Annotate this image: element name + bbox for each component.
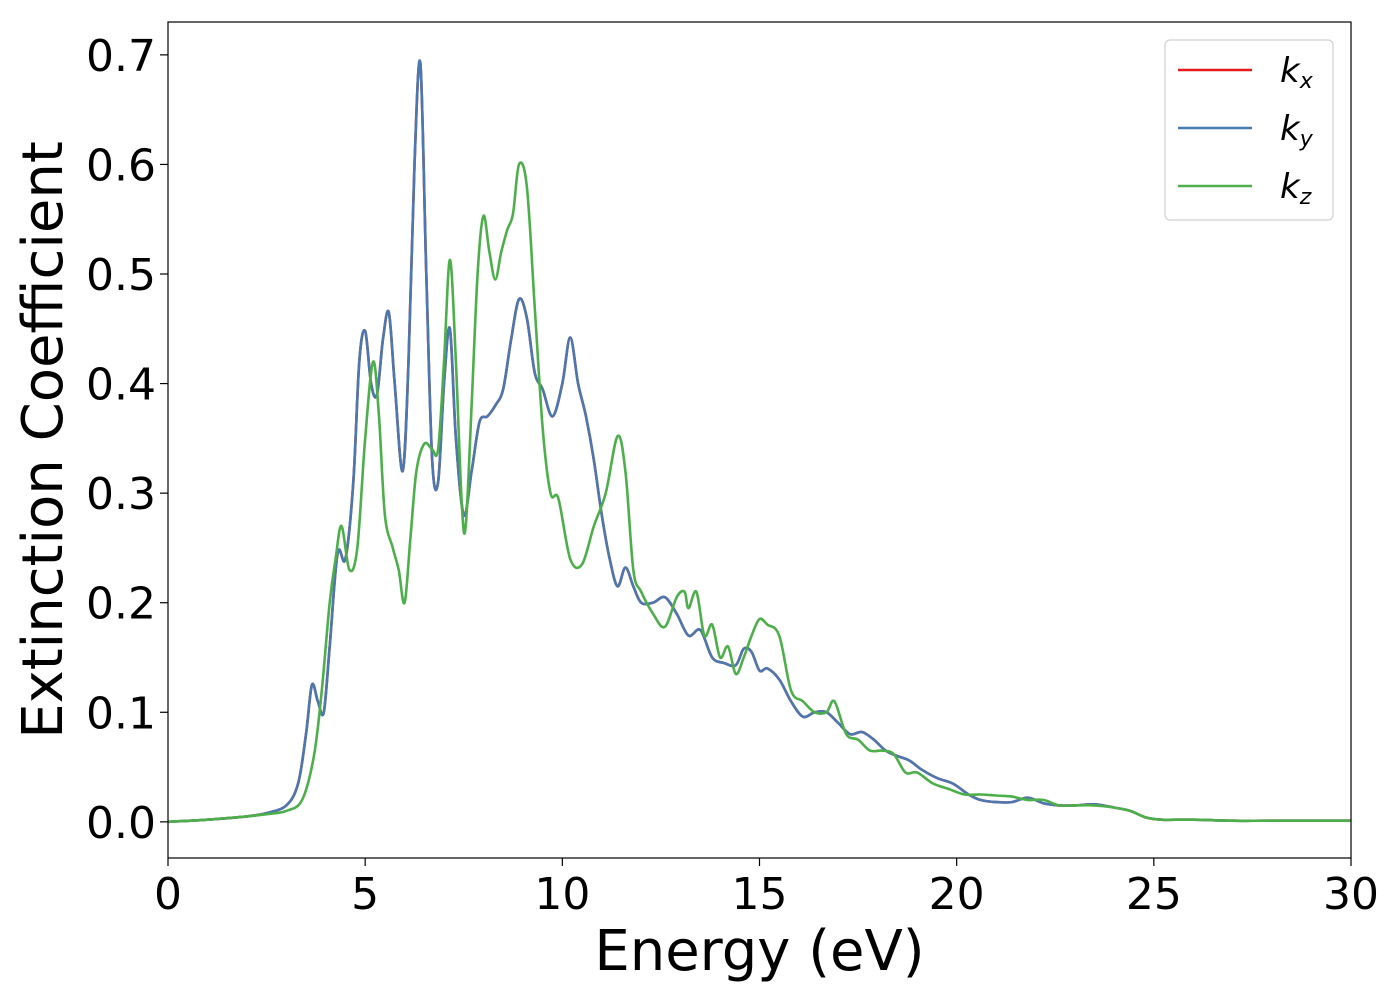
legend-box (1164, 39, 1334, 221)
legend-label-ky: ky (1280, 109, 1314, 152)
y-tick-label: 0.0 (86, 798, 156, 849)
series-layer (168, 59, 1351, 824)
y-tick-label: 0.1 (86, 688, 156, 739)
x-tick-label: 25 (1126, 869, 1182, 920)
y-tick-label: 0.4 (86, 360, 156, 411)
y-axis-ticks: 0.0 0.1 0.2 0.3 0.4 0.5 0.6 0.7 (86, 31, 168, 849)
y-axis-label: Extinction Coefficient (11, 141, 76, 739)
legend: kx ky kz (1164, 39, 1334, 221)
x-tick-label: 5 (351, 869, 379, 920)
series-line-kz (168, 161, 1351, 824)
x-tick-label: 15 (732, 869, 788, 920)
x-axis-ticks: 0 5 10 15 20 25 30 (154, 858, 1379, 920)
y-tick-label: 0.6 (86, 140, 156, 191)
y-tick-label: 0.5 (86, 250, 156, 301)
x-tick-label: 20 (929, 869, 985, 920)
y-tick-label: 0.2 (86, 579, 156, 630)
y-tick-label: 0.7 (86, 31, 156, 82)
x-tick-label: 0 (154, 869, 182, 920)
x-tick-label: 30 (1323, 869, 1379, 920)
series-line-ky (168, 59, 1351, 824)
x-tick-label: 10 (534, 869, 590, 920)
y-tick-label: 0.3 (86, 469, 156, 520)
x-axis-label: Energy (eV) (594, 919, 924, 984)
legend-label-kz: kz (1280, 167, 1312, 210)
legend-label-kx: kx (1280, 51, 1314, 94)
